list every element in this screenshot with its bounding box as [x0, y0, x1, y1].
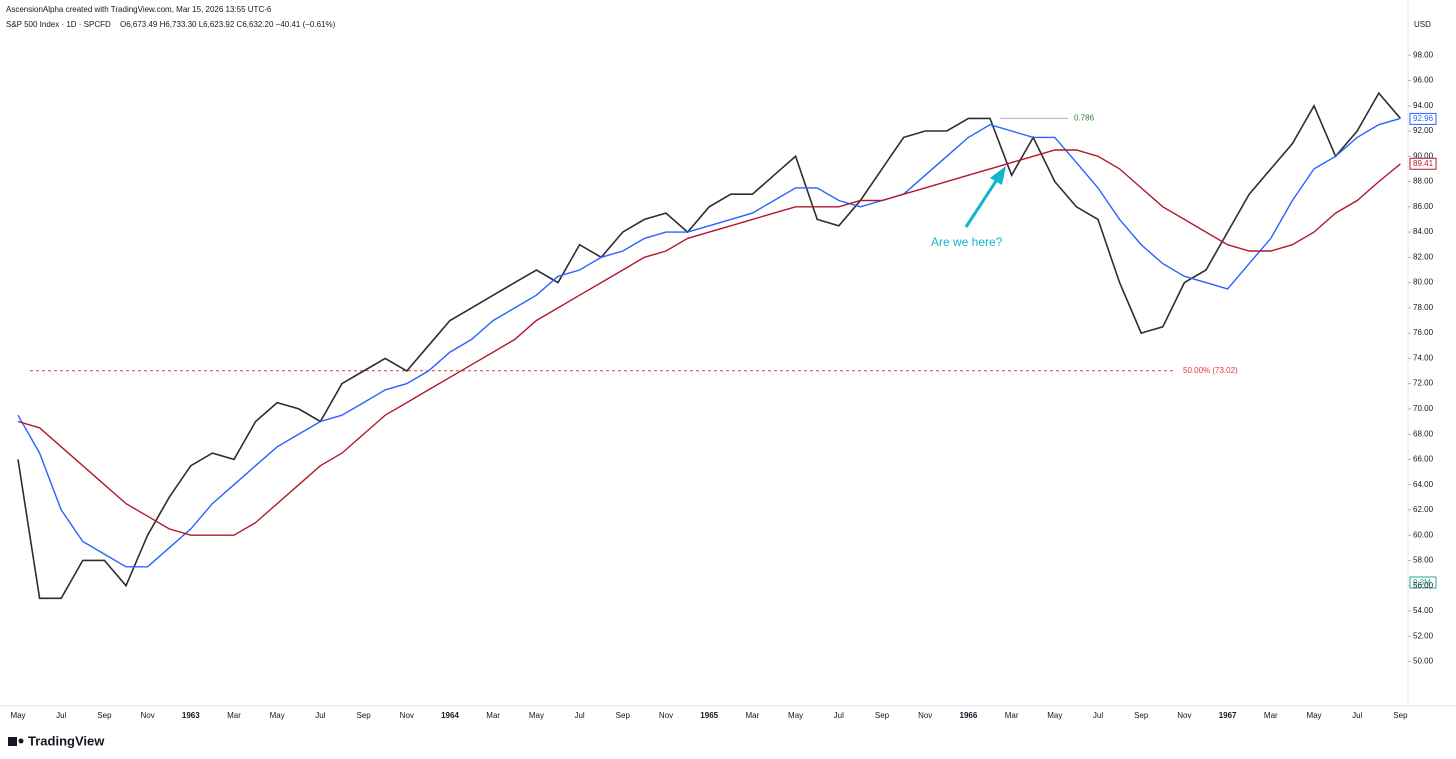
y-tick-label: 56.00	[1413, 581, 1434, 590]
x-tick-label: Nov	[918, 711, 932, 720]
y-tick-label: 98.00	[1413, 50, 1434, 59]
x-tick-label: Jul	[1352, 711, 1362, 720]
annotation: Are we here?	[931, 235, 1003, 249]
y-tick-label: 96.00	[1413, 76, 1434, 85]
y-tick-label: 64.00	[1413, 480, 1434, 489]
y-tick-label: 80.00	[1413, 278, 1434, 287]
y-tick-label: 92.00	[1413, 126, 1434, 135]
x-tick-label: Sep	[356, 711, 371, 720]
y-tick-label: 86.00	[1413, 202, 1434, 211]
price-label-box	[1409, 112, 1437, 125]
price-label-box	[1409, 157, 1437, 170]
x-tick-label: May	[529, 711, 544, 720]
x-tick-label: Mar	[746, 711, 760, 720]
x-tick-label: 1967	[1219, 711, 1237, 720]
series-line	[17, 149, 1401, 536]
x-tick-label: 1964	[441, 711, 459, 720]
x-tick-label: May	[788, 711, 803, 720]
x-tick-label: May	[1306, 711, 1321, 720]
currency: USD	[1414, 20, 1431, 29]
x-tick-label: Mar	[486, 711, 500, 720]
y-tick-label: 70.00	[1413, 404, 1434, 413]
x-tick-label: May	[10, 711, 25, 720]
x-tick-label: Mar	[1264, 711, 1278, 720]
x-tick-label: Jul	[574, 711, 584, 720]
ohlc: O6,673.49 H6,733.30 L6,623.92 C6,632.20 …	[120, 20, 336, 29]
x-tick-label: May	[270, 711, 285, 720]
x-tick-label: Jul	[56, 711, 66, 720]
x-tick-label: Jul	[315, 711, 325, 720]
x-tick-label: Nov	[400, 711, 414, 720]
x-tick-label: Mar	[1005, 711, 1019, 720]
y-tick-label: 84.00	[1413, 227, 1434, 236]
y-tick-label: 94.00	[1413, 101, 1434, 110]
x-tick-label: 1965	[700, 711, 718, 720]
x-tick-label: Nov	[659, 711, 673, 720]
attribution: AscensionAlpha created with TradingView.…	[6, 5, 272, 14]
y-tick-label: 62.00	[1413, 505, 1434, 514]
x-tick-label: Jul	[1093, 711, 1103, 720]
y-tick-label: 58.00	[1413, 556, 1434, 565]
x-tick-label: Nov	[1177, 711, 1191, 720]
y-tick-label: 78.00	[1413, 303, 1434, 312]
y-tick-label: 90.00	[1413, 151, 1434, 160]
x-tick-label: Nov	[140, 711, 154, 720]
y-tick-label: 54.00	[1413, 606, 1434, 615]
y-tick-label: 72.00	[1413, 379, 1434, 388]
arrow	[964, 166, 1006, 228]
x-tick-label: May	[1047, 711, 1062, 720]
logo-text: TradingView	[28, 733, 105, 748]
tv-logo	[8, 737, 24, 746]
x-tick-label: Sep	[1393, 711, 1408, 720]
x-tick-label: 1963	[182, 711, 200, 720]
y-tick-label: 88.00	[1413, 177, 1434, 186]
x-tick-label: Sep	[616, 711, 631, 720]
y-tick-label: 82.00	[1413, 252, 1434, 261]
y-tick-label: 52.00	[1413, 631, 1434, 640]
level-label: 0.786	[1074, 114, 1095, 123]
x-tick-label: Sep	[97, 711, 112, 720]
volume-label: 9.3M	[1413, 578, 1431, 587]
x-tick-label: 1966	[960, 711, 978, 720]
y-tick-label: 66.00	[1413, 455, 1434, 464]
series-line	[17, 91, 1402, 600]
symbol: S&P 500 Index · 1D · SPCFD	[6, 20, 111, 29]
price-label: 89.41	[1413, 159, 1434, 168]
price-label: 92.96	[1413, 114, 1434, 123]
y-tick-label: 76.00	[1413, 328, 1434, 337]
series-line	[17, 117, 1401, 568]
y-tick-label: 74.00	[1413, 353, 1434, 362]
x-tick-label: Sep	[1134, 711, 1149, 720]
x-tick-label: Mar	[227, 711, 241, 720]
level-label: 50.00% (73.02)	[1183, 366, 1238, 375]
y-tick-label: 60.00	[1413, 530, 1434, 539]
volume-label-box	[1409, 576, 1437, 589]
y-tick-label: 68.00	[1413, 429, 1434, 438]
x-tick-label: Jul	[834, 711, 844, 720]
x-tick-label: Sep	[875, 711, 890, 720]
y-tick-label: 50.00	[1413, 657, 1434, 666]
